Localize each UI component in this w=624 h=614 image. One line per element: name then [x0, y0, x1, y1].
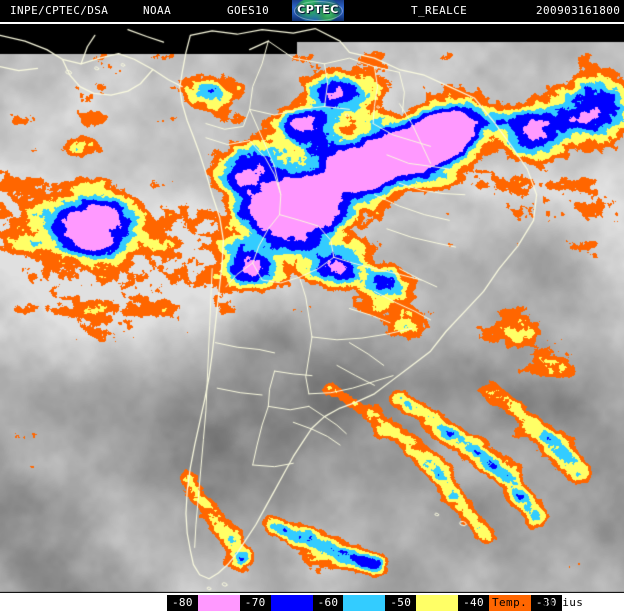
legend-label-0: -80 [167, 595, 198, 611]
header-agency-label: NOAA [143, 4, 172, 17]
header-source-label: INPE/CPTEC/DSA [10, 4, 109, 17]
legend-label-4: -40 [458, 595, 489, 611]
legend-unit-label: Temp. Celsius [492, 596, 584, 609]
legend-swatch-0 [197, 595, 240, 611]
legend-label-1: -70 [239, 595, 271, 611]
legend-swatch-2 [343, 595, 386, 611]
header-satellite-label: GOES10 [227, 4, 270, 17]
legend-swatch-4 [488, 595, 531, 611]
legend-swatch-1 [270, 595, 313, 611]
header-product-label: T_REALCE [411, 4, 468, 17]
satellite-image-area [0, 24, 624, 593]
legend-label-2: -60 [312, 595, 344, 611]
legend-label-3: -50 [385, 595, 417, 611]
cptec-logo-text: CPTEC [297, 3, 339, 16]
orbit-ring-icon [294, 1, 343, 21]
header-divider [0, 22, 624, 24]
temperature-color-legend: -80 -70 -60 -50 -40 -30 [167, 595, 562, 611]
header-timestamp-label: 200903161800 [536, 4, 621, 17]
cptec-logo: CPTEC [292, 0, 344, 21]
legend-label-5: -30 [530, 595, 562, 611]
legend-swatch-3 [416, 595, 459, 611]
satellite-image-canvas [0, 24, 624, 593]
